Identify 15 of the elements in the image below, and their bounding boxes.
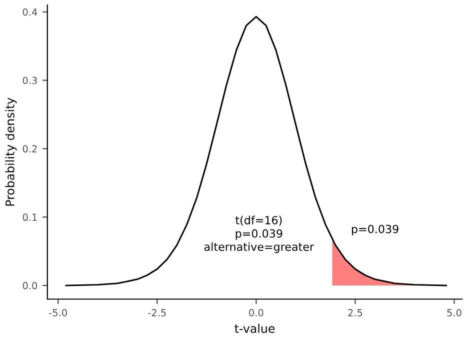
- y-axis-title: Probability density: [5, 98, 17, 206]
- x-tick-label: -5.0: [49, 309, 67, 316]
- x-tick-label: -2.5: [148, 309, 166, 316]
- x-tick-label: 5.0: [447, 309, 462, 316]
- annotation: p=0.039: [352, 224, 398, 236]
- y-tick-label: 0.4: [22, 8, 38, 16]
- x-axis-title: t-value: [234, 324, 275, 333]
- y-tick-label: 0.0: [22, 282, 38, 290]
- x-tick-label: 0.0: [249, 309, 264, 316]
- x-tick-label: 2.5: [348, 309, 362, 316]
- line-series: [65, 16, 448, 286]
- y-tick-label: 0.3: [22, 76, 37, 84]
- annotation: t(df=16) p=0.039 alternative=greater: [204, 216, 314, 254]
- y-tick-label: 0.1: [22, 214, 37, 221]
- y-tick-label: 0.2: [22, 145, 37, 153]
